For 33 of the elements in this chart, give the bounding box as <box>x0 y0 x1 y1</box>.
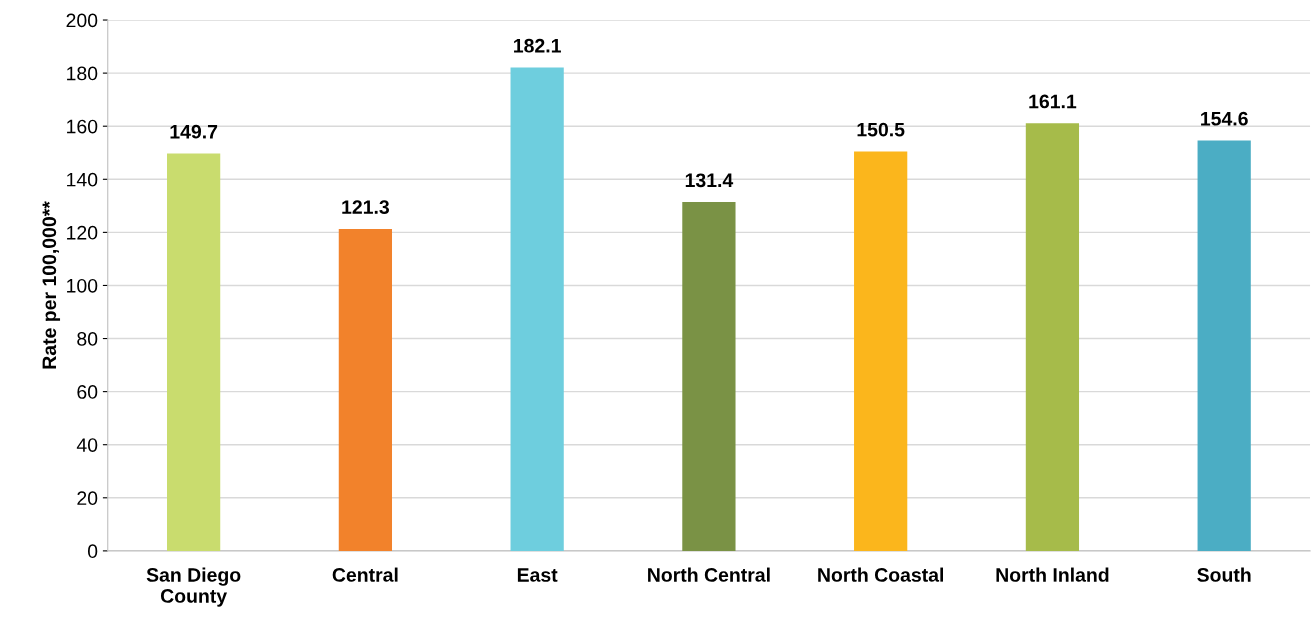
x-tick-label: North Inland <box>996 567 1109 582</box>
y-tick-label: 40 <box>76 438 98 452</box>
data-label: 182.1 <box>514 38 561 53</box>
data-label: 149.7 <box>170 124 218 139</box>
y-tick-label: 200 <box>66 13 98 28</box>
x-tick-label: San Diego County <box>146 567 241 607</box>
y-tick-label: 180 <box>67 66 98 81</box>
y-tick-label: 140 <box>67 172 98 187</box>
data-label: 154.6 <box>1201 111 1248 126</box>
x-tick-label: North Central <box>648 567 770 582</box>
x-tick-label: South <box>1197 567 1251 582</box>
data-label: 150.5 <box>857 122 905 137</box>
bar <box>1197 140 1251 551</box>
data-label: 161.1 <box>1029 94 1077 109</box>
x-tick-label: Central <box>332 567 398 582</box>
y-tick-label: 100 <box>67 278 98 293</box>
data-label: 121.3 <box>342 200 390 214</box>
bar <box>854 151 908 551</box>
y-tick-label: 160 <box>67 119 98 134</box>
x-tick-label: East <box>517 568 558 582</box>
bar <box>682 202 736 551</box>
bar <box>510 67 564 551</box>
y-axis-title: Rate per 100,000** <box>42 201 61 369</box>
y-tick-label: 0 <box>87 544 98 559</box>
bar <box>338 228 393 551</box>
x-tick-label: North Coastal <box>818 567 944 582</box>
y-tick-label: 20 <box>77 491 98 506</box>
data-label: 131.4 <box>685 173 734 188</box>
bar <box>167 153 221 551</box>
y-tick-label: 80 <box>77 332 98 346</box>
bar <box>1025 123 1080 551</box>
y-tick-label: 60 <box>77 385 98 399</box>
y-tick-label: 120 <box>67 225 98 240</box>
